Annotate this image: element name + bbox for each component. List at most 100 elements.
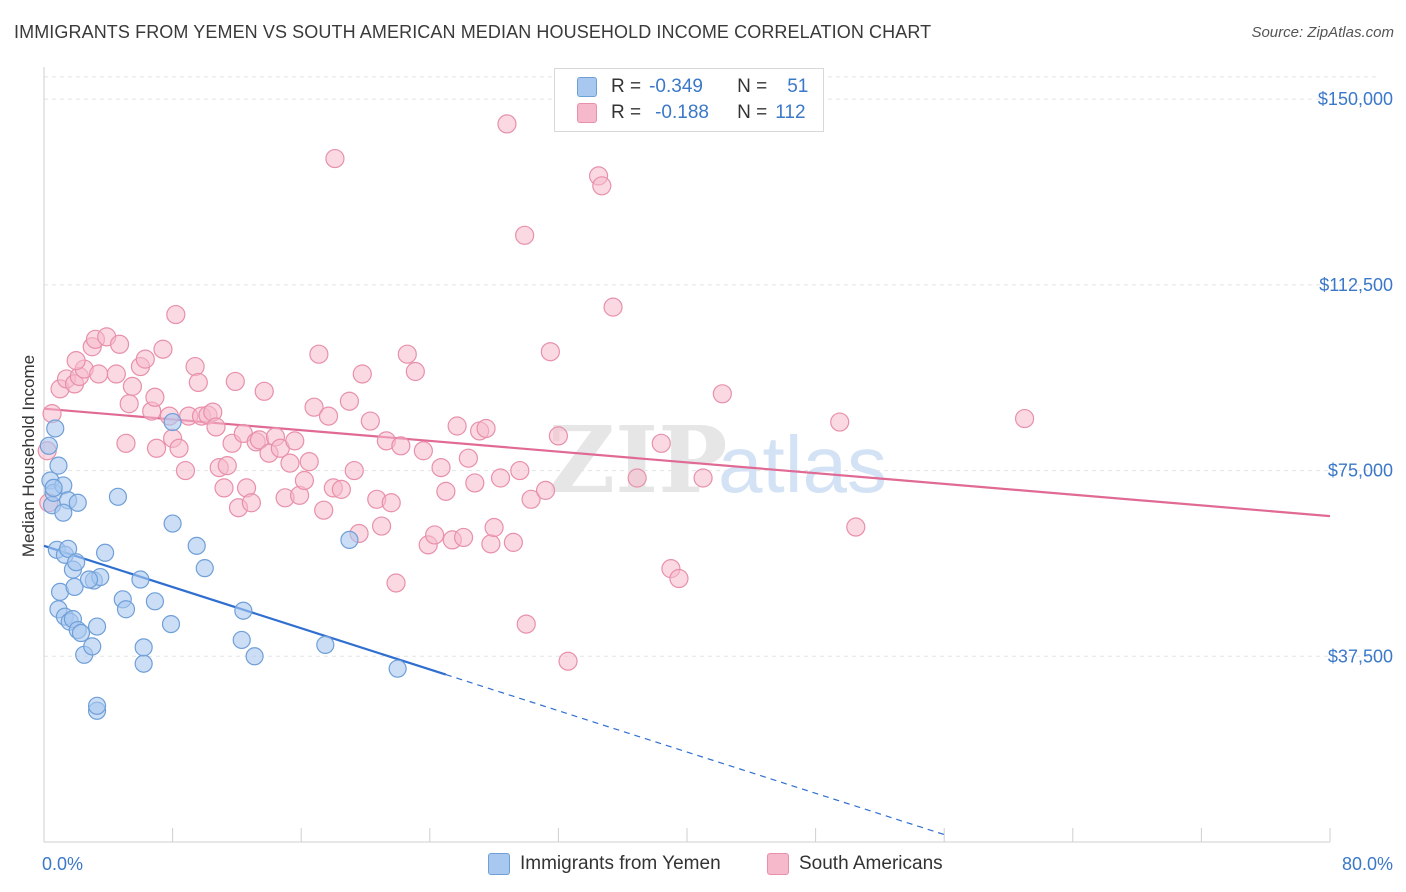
watermark: ZIP atlas bbox=[548, 406, 887, 514]
yemen-point bbox=[163, 412, 182, 432]
yemen-point bbox=[340, 530, 359, 550]
x-tick-labels: 0.0% 80.0% bbox=[42, 854, 1393, 874]
yemen-point bbox=[187, 536, 206, 555]
south-americans-point bbox=[241, 493, 261, 513]
y-tick-label: $150,000 bbox=[1318, 89, 1393, 109]
south-americans-point bbox=[309, 344, 329, 364]
yemen-point bbox=[108, 487, 128, 506]
south-americans-point bbox=[515, 225, 535, 245]
south-americans-point bbox=[386, 573, 406, 593]
yemen-point bbox=[79, 570, 99, 589]
yemen-point bbox=[195, 559, 214, 578]
south-americans-point bbox=[331, 479, 351, 499]
south-americans-point bbox=[89, 364, 109, 384]
south-americans-point bbox=[453, 527, 474, 548]
south-americans-point bbox=[447, 416, 467, 436]
south-americans-point bbox=[558, 651, 578, 671]
south-americans-point bbox=[381, 493, 401, 513]
yemen-point bbox=[95, 543, 115, 562]
south-americans-point bbox=[146, 438, 167, 458]
y-tick-labels: $37,500 $75,000 $112,500 $150,000 bbox=[1318, 89, 1393, 666]
legend-n-value: 112 bbox=[775, 102, 806, 123]
yemen-point bbox=[134, 654, 153, 673]
south-americans-point bbox=[397, 344, 417, 364]
yemen-point bbox=[145, 592, 165, 611]
south-americans-point bbox=[225, 371, 245, 392]
south-americans-point bbox=[458, 448, 478, 468]
yemen-point bbox=[131, 570, 150, 589]
legend-swatch-south-americans bbox=[577, 103, 597, 123]
south-americans-point bbox=[371, 516, 392, 536]
south-americans-point bbox=[436, 481, 456, 501]
yemen-point bbox=[83, 637, 102, 656]
yemen-point bbox=[68, 493, 87, 512]
south-americans-point bbox=[188, 372, 208, 393]
bottom-legend-south-americans-label: South Americans bbox=[799, 853, 943, 874]
south-americans-point bbox=[521, 489, 541, 509]
bottom-legend-south-americans: South Americans bbox=[767, 851, 943, 877]
yemen-point bbox=[46, 419, 65, 438]
yemen-point bbox=[54, 503, 73, 522]
legend-swatch-yemen bbox=[577, 77, 597, 97]
south-americans-point bbox=[175, 460, 196, 481]
south-americans-point bbox=[503, 532, 523, 552]
yemen-point bbox=[234, 601, 253, 620]
yemen-point bbox=[67, 553, 86, 572]
yemen-point bbox=[163, 514, 182, 533]
yemen-point bbox=[316, 635, 335, 654]
south-americans-point bbox=[119, 394, 139, 414]
watermark-zip: ZIP bbox=[548, 406, 727, 514]
south-americans-point bbox=[603, 297, 623, 317]
legend-r-label: R = bbox=[611, 102, 642, 123]
legend-r-value: -0.349 bbox=[649, 76, 703, 97]
south-americans-point bbox=[413, 441, 433, 461]
south-americans-point bbox=[548, 426, 569, 446]
south-americans-point bbox=[592, 176, 612, 196]
bottom-legend-yemen-label: Immigrants from Yemen bbox=[520, 853, 721, 874]
yemen-point bbox=[388, 659, 407, 678]
south-americans-point bbox=[285, 431, 305, 451]
south-americans-point bbox=[145, 387, 165, 407]
yemen-point bbox=[49, 456, 68, 475]
source-credit: Source: ZipAtlas.com bbox=[1251, 24, 1394, 41]
south-americans-point bbox=[314, 500, 334, 520]
yemen-trend-extension bbox=[445, 674, 945, 836]
south-americans-point bbox=[1014, 408, 1035, 429]
south-americans-point bbox=[510, 460, 530, 481]
south-americans-point bbox=[431, 458, 451, 478]
south-americans-point bbox=[169, 438, 189, 458]
gridlines bbox=[44, 76, 1380, 657]
south-americans-point bbox=[214, 478, 234, 498]
south-americans-point bbox=[516, 614, 536, 634]
south-americans-point bbox=[106, 364, 126, 384]
legend-r-value: -0.188 bbox=[655, 102, 709, 123]
south-americans-point bbox=[712, 384, 732, 404]
yemen-point bbox=[44, 478, 63, 498]
south-americans-point bbox=[484, 517, 504, 538]
south-americans-point bbox=[693, 468, 713, 488]
south-americans-point bbox=[185, 356, 205, 377]
south-americans-point bbox=[490, 468, 511, 488]
south-americans-point bbox=[651, 433, 671, 453]
south-americans-point bbox=[304, 397, 324, 417]
correlation-legend: R = -0.349 N = 51 R = -0.188 N = 112 bbox=[554, 68, 824, 132]
legend-row-yemen: R = -0.349 N = 51 bbox=[577, 75, 808, 99]
south-americans-point bbox=[116, 433, 136, 453]
south-americans-trend-line bbox=[43, 407, 1331, 518]
south-americans-point bbox=[299, 452, 319, 472]
y-tick-label: $112,500 bbox=[1319, 275, 1393, 295]
y-axis-label: Median Household Income bbox=[19, 355, 38, 557]
yemen-point bbox=[245, 647, 264, 666]
south-americans-point bbox=[405, 361, 425, 382]
yemen-point bbox=[134, 638, 153, 657]
south-americans-point bbox=[830, 412, 850, 432]
south-americans-point bbox=[627, 468, 647, 488]
south-americans-point bbox=[339, 391, 360, 411]
yemen-point bbox=[116, 600, 136, 619]
bottom-swatch-yemen bbox=[488, 853, 510, 875]
x-tick-label-min: 0.0% bbox=[42, 854, 83, 874]
y-tick-label: $75,000 bbox=[1328, 461, 1393, 481]
watermark-atlas: atlas bbox=[718, 420, 887, 509]
south-americans-point bbox=[669, 568, 689, 589]
south-americans-point bbox=[318, 406, 339, 426]
